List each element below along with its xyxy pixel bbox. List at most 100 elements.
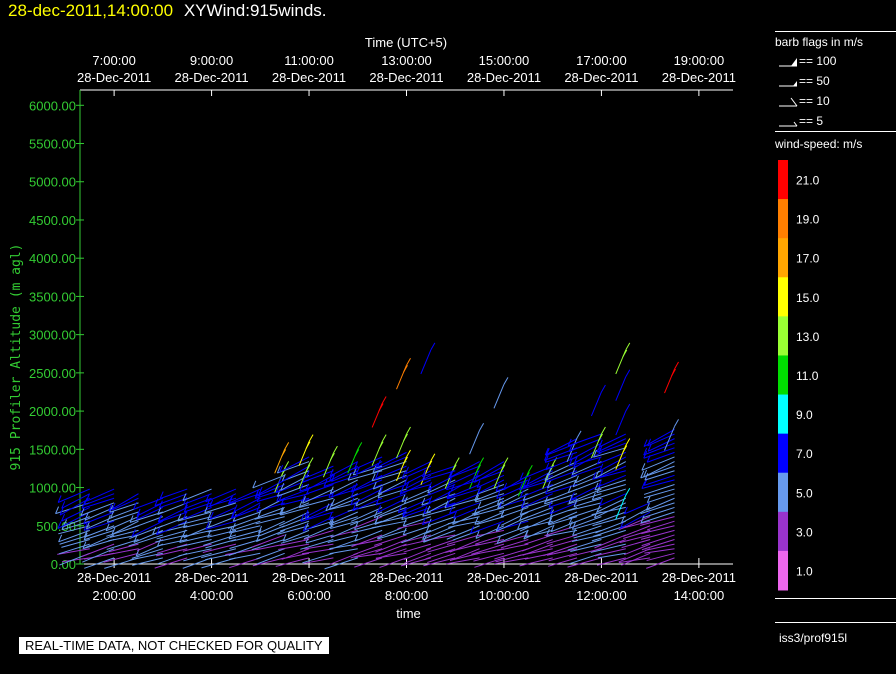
wind-barb <box>374 456 407 471</box>
wind-barb-flag <box>519 490 524 498</box>
wind-barb-flag <box>83 497 88 506</box>
wind-barb <box>371 520 407 529</box>
wind-barb <box>278 465 310 485</box>
wind-barb-flag <box>372 465 377 473</box>
x-tick-time-label: 12:00:00 <box>576 588 627 603</box>
wind-barb-upper-flag <box>378 403 384 411</box>
wind-barb-flag <box>496 497 501 505</box>
wind-barb-flag <box>373 510 378 518</box>
wind-barb-flag <box>421 473 426 481</box>
wind-barb-flag <box>399 487 404 495</box>
wind-barb-flag <box>231 510 236 519</box>
wind-barb <box>282 529 310 542</box>
wind-barb <box>105 516 139 532</box>
wind-barb-upper-flag <box>406 449 411 458</box>
wind-barb <box>183 552 212 562</box>
wind-barb <box>399 479 432 495</box>
wind-barb-flag <box>428 482 432 490</box>
top-tick-time-label: 15:00:00 <box>479 53 530 68</box>
wind-barb-flag <box>374 517 379 525</box>
wind-barb-flag <box>57 495 62 503</box>
wind-barb-upper-flag <box>308 434 314 442</box>
wind-barb <box>183 493 212 505</box>
wind-barb <box>475 493 505 503</box>
wind-barb <box>521 497 553 509</box>
wind-barb-flag <box>477 501 482 509</box>
wind-barb <box>351 479 383 493</box>
wind-barb <box>643 442 675 456</box>
wind-barb-flag <box>641 463 646 471</box>
wind-barb-upper-flag <box>622 349 628 358</box>
wind-barb-flag <box>80 508 85 516</box>
wind-barb <box>353 474 383 491</box>
wind-barb <box>446 534 480 545</box>
wind-barb <box>474 557 505 568</box>
wind-barb <box>476 474 505 489</box>
wind-barb <box>643 484 675 495</box>
y-tick-label: 1500.00 <box>29 442 76 457</box>
x-tick-time-label: 10:00:00 <box>479 588 530 603</box>
y-tick-label: 4000.00 <box>29 251 76 266</box>
wind-barb <box>106 525 139 537</box>
wind-barb <box>229 525 261 534</box>
colorbar-bottom-divider <box>775 598 896 599</box>
wind-barb-flag <box>623 506 628 515</box>
wind-barb-flag <box>546 474 551 482</box>
wind-barb-flag <box>474 493 479 501</box>
wind-barb <box>354 557 383 568</box>
wind-barb-upper-flag <box>427 460 433 469</box>
wind-barb <box>184 497 212 510</box>
wind-barb-upper-flag <box>305 441 311 449</box>
colorbar-swatch <box>778 355 788 396</box>
wind-barb-flag <box>568 444 573 452</box>
wind-barb-upper-flag <box>674 361 679 370</box>
wind-barb-flag <box>473 508 478 516</box>
wind-barb <box>183 520 212 529</box>
wind-barb <box>347 470 383 481</box>
wind-barb-upper-flag <box>479 457 485 465</box>
wind-barb-upper-flag <box>625 342 631 351</box>
wind-barb <box>546 548 578 556</box>
wind-barb <box>473 552 505 562</box>
colorbar-swatch <box>778 550 788 591</box>
wind-barb-upper-flag <box>403 433 408 442</box>
wind-barb-flag <box>299 483 304 492</box>
wind-barb <box>228 493 261 505</box>
wind-barb-flag <box>526 477 531 485</box>
wind-barb <box>543 543 578 557</box>
wind-barb <box>156 529 188 540</box>
wind-barb-flag <box>550 524 555 532</box>
wind-barb-flag <box>58 534 63 542</box>
wind-barb <box>182 488 212 502</box>
wind-barb <box>300 539 334 550</box>
wind-barb <box>103 552 139 563</box>
wind-barb <box>495 479 529 492</box>
wind-barb-flag <box>546 480 551 488</box>
wind-barb <box>256 548 285 560</box>
wind-barb <box>233 497 261 513</box>
wind-barb-flag <box>352 503 357 511</box>
wind-barb <box>61 493 90 509</box>
wind-barb <box>154 493 188 507</box>
wind-barb <box>303 529 334 540</box>
wind-barb <box>517 520 553 530</box>
wind-barb-flag <box>131 529 136 537</box>
y-tick-label: 0.00 <box>51 557 76 572</box>
wind-barb <box>496 484 529 499</box>
wind-barb <box>595 461 627 479</box>
wind-barb <box>426 497 456 514</box>
wind-barb-flag <box>545 462 550 471</box>
wind-barb-flag <box>470 526 474 534</box>
wind-barb <box>475 529 505 537</box>
wind-barb <box>549 502 578 515</box>
wind-barb-flag <box>547 467 552 476</box>
wind-barb <box>519 516 553 532</box>
wind-barb-flag <box>298 500 303 508</box>
wind-barb-flag <box>258 486 263 495</box>
wind-barb <box>453 506 480 519</box>
wind-barb-flag <box>573 499 578 507</box>
wind-barb-upper-flag <box>284 461 290 469</box>
wind-barb <box>157 502 188 516</box>
wind-barb-flag <box>106 515 111 523</box>
wind-barb <box>596 511 626 524</box>
